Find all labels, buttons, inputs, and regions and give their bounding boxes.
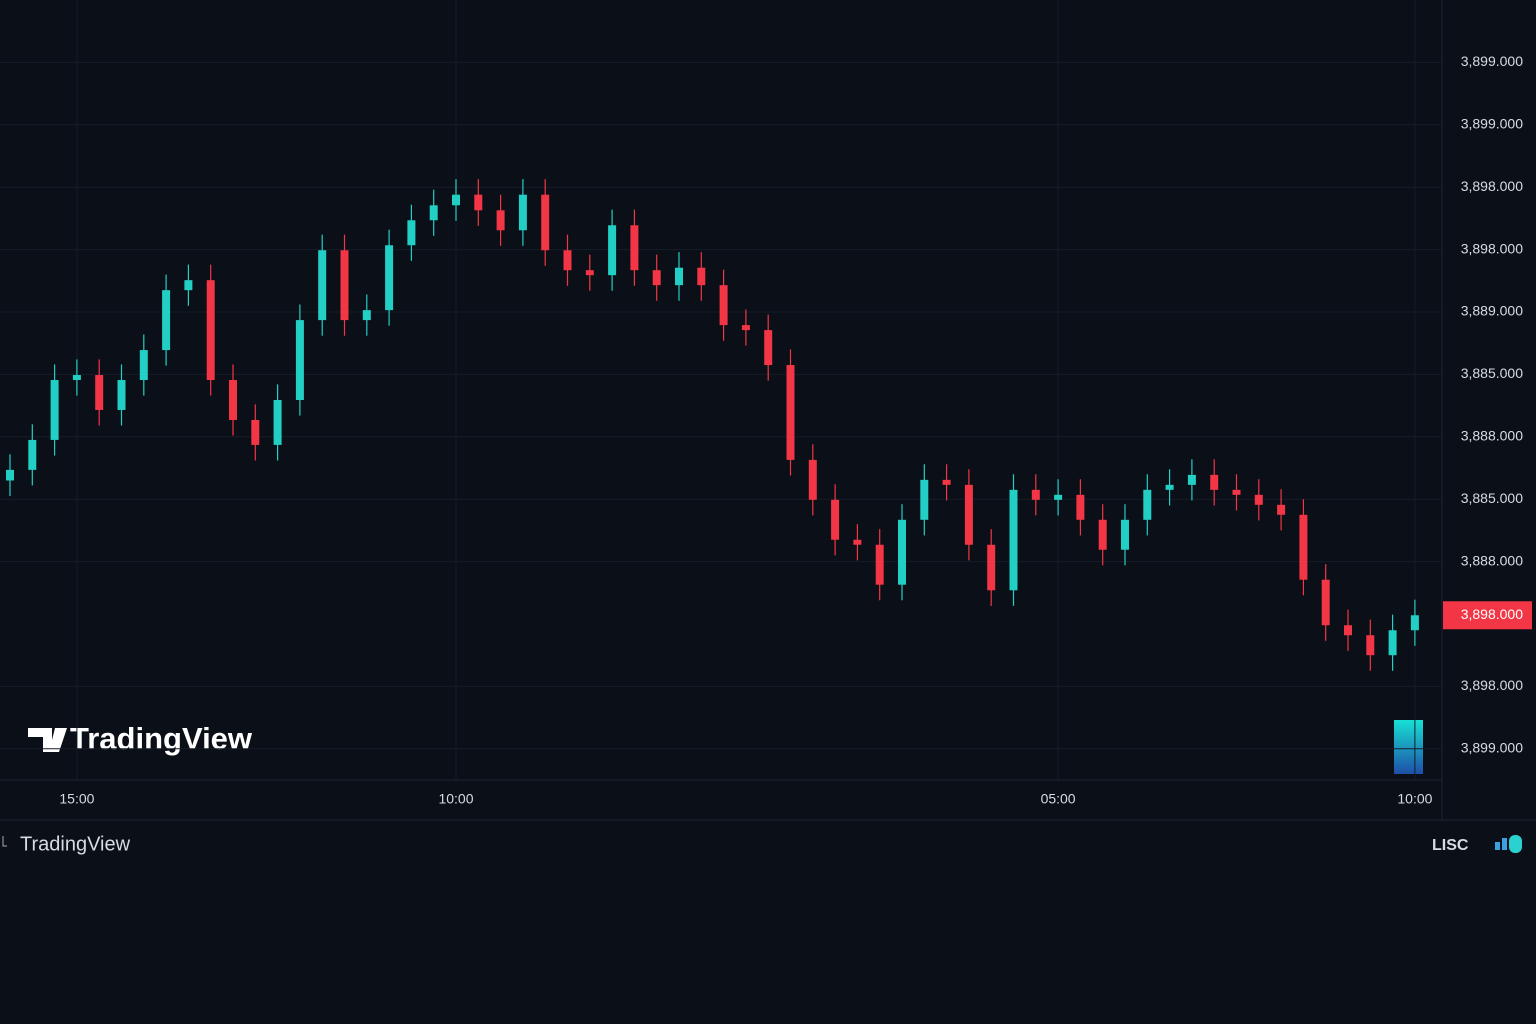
candle-body bbox=[251, 419, 260, 445]
y-tick-label: 3,888.000 bbox=[1461, 428, 1523, 444]
candle-body bbox=[95, 375, 104, 410]
candle-body bbox=[1187, 474, 1196, 485]
icon-bar bbox=[1495, 842, 1500, 850]
candle-body bbox=[987, 544, 996, 591]
candle-body bbox=[920, 479, 929, 520]
x-tick-label: 10:00 bbox=[1397, 791, 1432, 807]
candle-body bbox=[1254, 494, 1263, 505]
candle-body bbox=[139, 350, 148, 381]
candle-body bbox=[853, 539, 862, 545]
y-tick-label: 3,899.000 bbox=[1461, 53, 1523, 69]
candle-body bbox=[675, 267, 683, 286]
candle-body bbox=[964, 484, 973, 545]
candle-body bbox=[831, 499, 840, 540]
candle-body bbox=[318, 250, 327, 321]
candle-body bbox=[1165, 484, 1174, 490]
candle-body bbox=[50, 380, 59, 440]
candle-body bbox=[474, 194, 483, 211]
candle-body bbox=[295, 320, 304, 400]
candle-body bbox=[808, 459, 817, 500]
candle-body bbox=[1054, 494, 1063, 500]
candle-body bbox=[162, 290, 171, 351]
x-tick-label: 05:00 bbox=[1041, 791, 1076, 807]
candle-body bbox=[72, 375, 81, 381]
y-tick-label: 3,898.000 bbox=[1461, 677, 1523, 693]
candle-body bbox=[1299, 514, 1308, 580]
candle-body bbox=[6, 469, 14, 481]
y-tick-label: 3,888.000 bbox=[1461, 552, 1523, 568]
candle-body bbox=[942, 479, 951, 485]
watermark: TradingView bbox=[70, 721, 253, 756]
y-tick-label: 3,885.000 bbox=[1461, 490, 1523, 506]
candle-body bbox=[786, 365, 795, 460]
candle-body bbox=[1076, 494, 1085, 520]
candle-body bbox=[563, 250, 572, 271]
candle-body bbox=[206, 280, 215, 381]
icon-bar bbox=[1509, 835, 1522, 853]
x-tick-label: 15:00 bbox=[59, 791, 94, 807]
x-tick-label: 10:00 bbox=[438, 791, 473, 807]
candle-body bbox=[429, 205, 438, 221]
candle-body bbox=[28, 439, 37, 470]
candle-body bbox=[1410, 615, 1419, 631]
last-price-box bbox=[1443, 601, 1532, 630]
candle-body bbox=[1232, 489, 1241, 495]
icon-bar bbox=[1502, 838, 1507, 850]
candle-body bbox=[1277, 504, 1286, 515]
candle-body bbox=[764, 330, 773, 366]
candle-body bbox=[875, 544, 884, 585]
candle-body bbox=[340, 250, 349, 321]
footer-icon bbox=[2, 836, 7, 847]
candle-body bbox=[117, 380, 126, 410]
candle-body bbox=[741, 325, 750, 331]
candle-body bbox=[1121, 519, 1129, 550]
y-tick-label: 3,885.000 bbox=[1461, 365, 1523, 381]
candle-body bbox=[541, 194, 550, 251]
candle-body bbox=[452, 194, 460, 206]
candle-body bbox=[362, 310, 371, 321]
candle-body bbox=[697, 267, 706, 286]
candle-body bbox=[229, 380, 237, 420]
candle-body bbox=[1344, 625, 1352, 636]
y-tick-label: 3,898.000 bbox=[1461, 240, 1523, 256]
candle-body bbox=[1366, 635, 1375, 656]
footer-brand: TradingView bbox=[20, 833, 131, 855]
footer-symbol: LISC bbox=[1432, 837, 1469, 854]
candle-body bbox=[898, 519, 906, 585]
volume-indicator bbox=[1394, 720, 1423, 774]
y-tick-label: 3,899.000 bbox=[1461, 116, 1523, 132]
y-tick-label: 3,899.000 bbox=[1461, 740, 1523, 756]
candle-body bbox=[585, 270, 594, 276]
logo-icon bbox=[28, 728, 67, 752]
candle-body bbox=[496, 210, 505, 231]
candle-body bbox=[652, 270, 661, 286]
candle-body bbox=[518, 194, 527, 231]
y-tick-label: 3,889.000 bbox=[1461, 303, 1523, 319]
candle-body bbox=[1210, 474, 1219, 490]
candle-body bbox=[1031, 489, 1040, 500]
candle-body bbox=[1388, 630, 1397, 656]
candle-body bbox=[385, 245, 394, 311]
footer-icon-right bbox=[1495, 835, 1522, 853]
candle-body bbox=[1009, 489, 1018, 591]
last-price-label: 3,898.000 bbox=[1461, 606, 1523, 622]
candle-body bbox=[1098, 519, 1107, 550]
candle-body bbox=[407, 220, 416, 246]
candle-body bbox=[184, 280, 193, 291]
logo: TradingView bbox=[28, 721, 253, 756]
candle-body bbox=[273, 399, 282, 445]
candle-body bbox=[608, 225, 617, 276]
y-tick-label: 3,898.000 bbox=[1461, 178, 1523, 194]
candle-body bbox=[1143, 489, 1152, 520]
candle-body bbox=[1321, 579, 1330, 626]
candle-body bbox=[719, 285, 728, 326]
candle-body bbox=[630, 225, 639, 271]
